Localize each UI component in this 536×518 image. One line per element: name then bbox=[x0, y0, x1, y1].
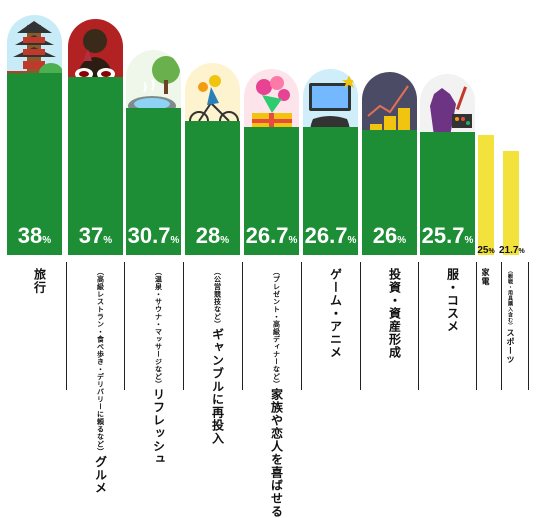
column-divider bbox=[418, 262, 419, 390]
value-label: 30.7% bbox=[126, 225, 181, 247]
column-divider bbox=[66, 262, 67, 390]
value-label: 37% bbox=[68, 225, 123, 247]
value-number: 38 bbox=[17, 223, 43, 248]
category-label: 家電 bbox=[477, 268, 495, 286]
category-label: （高級レストラン・食べ歩き・デリバリーに頼るなど）グルメ bbox=[81, 268, 111, 495]
category-label: （観戦・用具購入含む）スポーツ bbox=[502, 268, 520, 365]
value-label: 28% bbox=[185, 225, 240, 247]
value-label: 21.7% bbox=[499, 241, 525, 257]
value-number: 26.7 bbox=[304, 223, 348, 248]
column-divider bbox=[528, 262, 529, 390]
column-divider bbox=[183, 262, 184, 390]
bar-2 bbox=[68, 77, 123, 255]
category-name: 投資・資産形成 bbox=[387, 268, 402, 359]
category-name: リフレッシュ bbox=[151, 388, 166, 466]
category-name: ゲーム・アニメ bbox=[328, 268, 343, 359]
category-name: グルメ bbox=[93, 455, 108, 495]
column-divider bbox=[124, 262, 125, 390]
value-unit: % bbox=[42, 235, 52, 246]
value-label: 26% bbox=[362, 225, 417, 247]
value-number: 26.7 bbox=[245, 223, 289, 248]
bar-4 bbox=[185, 121, 240, 255]
bar-7 bbox=[362, 130, 417, 255]
value-label: 38% bbox=[7, 225, 62, 247]
value-number: 28 bbox=[195, 223, 221, 248]
value-unit: % bbox=[170, 235, 180, 246]
value-number: 30.7 bbox=[127, 223, 171, 248]
value-number: 25 bbox=[477, 245, 489, 256]
category-name: 旅行 bbox=[32, 268, 47, 294]
value-unit: % bbox=[288, 235, 298, 246]
column-divider bbox=[476, 262, 477, 390]
value-unit: % bbox=[347, 235, 357, 246]
bar-1 bbox=[7, 73, 62, 255]
category-label: （公営競技など）ギャンブルに再投入 bbox=[198, 268, 228, 445]
value-unit: % bbox=[220, 235, 230, 246]
value-number: 26 bbox=[372, 223, 398, 248]
category-note: （高級レストラン・食べ歩き・デリバリーに頼るなど） bbox=[96, 268, 105, 456]
category-label: 服・コスメ bbox=[433, 268, 463, 333]
column-divider bbox=[360, 262, 361, 390]
category-name: スポーツ bbox=[506, 328, 515, 365]
value-unit: % bbox=[464, 235, 474, 246]
category-label: （温泉・サウナ・マッサージなど）リフレッシュ bbox=[139, 268, 169, 466]
column-divider bbox=[501, 262, 502, 390]
category-label: 投資・資産形成 bbox=[375, 268, 405, 359]
category-name: 家電 bbox=[481, 268, 490, 286]
column-divider bbox=[301, 262, 302, 390]
bar-chart: 38% 旅行 37% （高級レストラン・食べ歩き・デリバリーに頼るなど）グルメ 30.7… bbox=[7, 15, 529, 518]
category-note: （公営競技など） bbox=[213, 268, 222, 328]
category-note: （観戦・用具購入含む） bbox=[507, 268, 513, 329]
category-label: 旅行 bbox=[20, 268, 50, 294]
category-note: （温泉・サウナ・マッサージなど） bbox=[154, 268, 163, 388]
bar-3 bbox=[126, 108, 181, 255]
category-name: ギャンブルに再投入 bbox=[210, 328, 225, 445]
value-label: 25.7% bbox=[420, 225, 475, 247]
category-name: 家族や恋人を喜ばせる bbox=[269, 388, 284, 518]
value-number: 21.7 bbox=[499, 245, 519, 256]
column-divider bbox=[242, 262, 243, 390]
bar-5 bbox=[244, 127, 299, 255]
value-unit: % bbox=[103, 235, 113, 246]
bar-9 bbox=[478, 135, 494, 255]
category-label: ゲーム・アニメ bbox=[316, 268, 346, 359]
value-number: 25.7 bbox=[421, 223, 465, 248]
bar-8 bbox=[420, 132, 475, 255]
value-label: 25% bbox=[474, 241, 498, 257]
value-unit: % bbox=[518, 248, 525, 255]
value-label: 26.7% bbox=[303, 225, 358, 247]
bar-10 bbox=[503, 151, 519, 255]
value-label: 26.7% bbox=[244, 225, 299, 247]
category-label: （プレゼント・高級ディナーなど）家族や恋人を喜ばせる bbox=[257, 268, 287, 518]
category-name: 服・コスメ bbox=[445, 268, 460, 333]
value-unit: % bbox=[397, 235, 407, 246]
value-number: 37 bbox=[78, 223, 104, 248]
bar-6 bbox=[303, 127, 358, 255]
category-note: （プレゼント・高級ディナーなど） bbox=[272, 268, 281, 388]
value-unit: % bbox=[488, 248, 495, 255]
